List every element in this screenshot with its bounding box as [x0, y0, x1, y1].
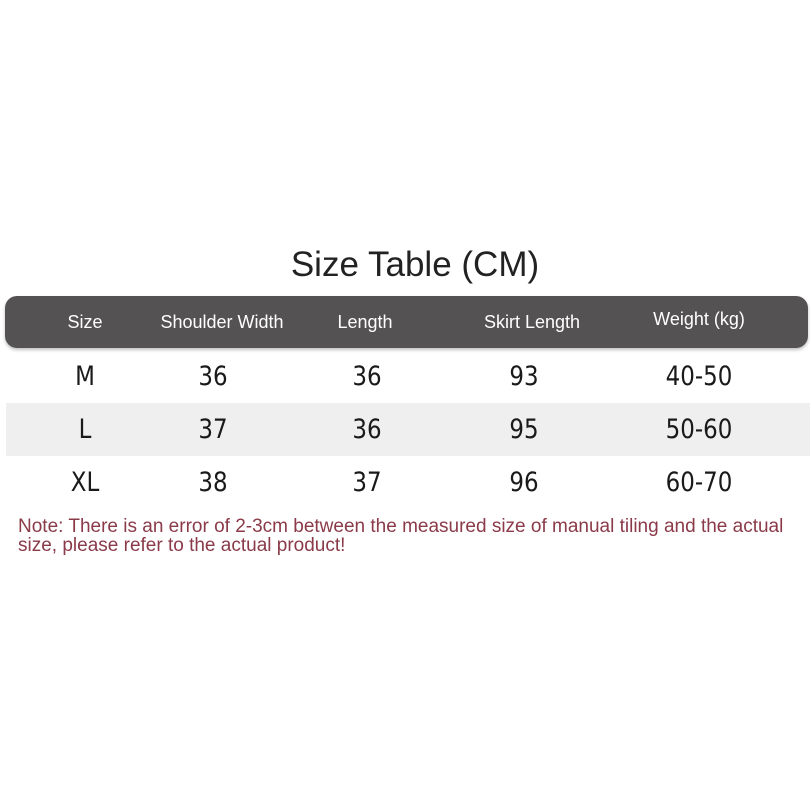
- cell-weight: 40-50: [665, 361, 733, 392]
- table-header: Size Shoulder Width Length Skirt Length …: [5, 296, 808, 348]
- cell-size: M: [75, 361, 95, 392]
- cell-shoulder-width: 38: [198, 467, 228, 498]
- measurement-note: Note: There is an error of 2-3cm between…: [18, 516, 784, 556]
- cell-length: 36: [352, 361, 382, 392]
- header-skirt-length: Skirt Length: [483, 311, 581, 332]
- header-shoulder-width: Shoulder Width: [160, 311, 284, 332]
- cell-skirt-length: 95: [509, 414, 539, 445]
- cell-size: XL: [70, 467, 100, 498]
- cell-length: 36: [352, 414, 382, 445]
- table-row: L 37 36 95 50-60: [6, 403, 810, 456]
- cell-skirt-length: 93: [509, 361, 539, 392]
- cell-weight: 60-70: [665, 467, 733, 498]
- cell-skirt-length: 96: [509, 467, 539, 498]
- header-length: Length: [337, 311, 393, 332]
- cell-length: 37: [352, 467, 382, 498]
- header-size: Size: [67, 311, 103, 332]
- table-row: XL 38 37 96 60-70: [6, 456, 810, 509]
- cell-shoulder-width: 37: [198, 414, 228, 445]
- cell-weight: 50-60: [665, 414, 733, 445]
- page-title: Size Table (CM): [290, 245, 540, 284]
- header-weight: Weight (kg): [653, 308, 745, 329]
- cell-size: L: [78, 414, 92, 445]
- table-row: M 36 36 93 40-50: [6, 350, 810, 403]
- cell-shoulder-width: 36: [198, 361, 228, 392]
